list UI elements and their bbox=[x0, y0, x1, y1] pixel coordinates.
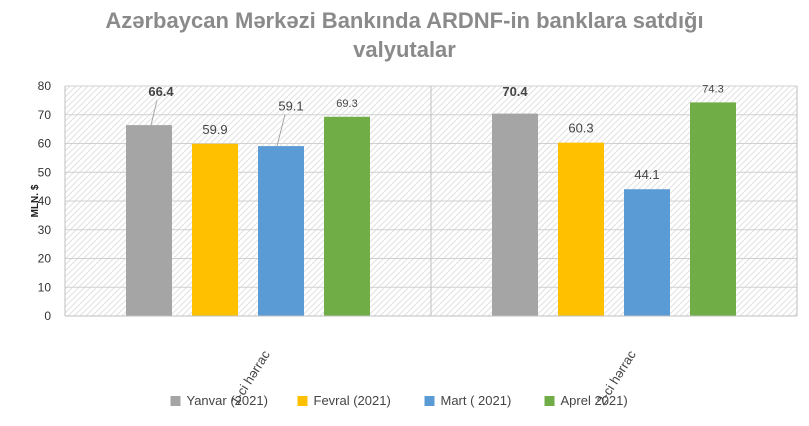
data-label-2-series-2: 60.3 bbox=[568, 121, 593, 136]
bar-2-series-2 bbox=[558, 142, 604, 316]
bar-2-series-1 bbox=[492, 113, 538, 316]
bar-1-series-1 bbox=[126, 125, 172, 316]
data-label-1-series-2: 59.9 bbox=[202, 122, 227, 137]
y-tick-label-40: 40 bbox=[38, 194, 52, 208]
y-axis-label: MLN. $ bbox=[30, 184, 41, 217]
data-label-leader-1-1 bbox=[150, 99, 158, 126]
bar-2-series-3 bbox=[624, 189, 670, 316]
y-tick-label-70: 70 bbox=[38, 108, 52, 122]
data-label-leader-1-3 bbox=[276, 114, 286, 147]
legend-swatch-4 bbox=[544, 396, 555, 406]
data-label-1-series-4: 69.3 bbox=[336, 98, 357, 110]
data-label-2-series-1: 70.4 bbox=[502, 84, 528, 99]
data-label-1-series-1: 66.4 bbox=[148, 84, 174, 99]
chart-title-line-2: valyutalar bbox=[353, 37, 456, 62]
y-tick-label-80: 80 bbox=[38, 79, 52, 93]
legend-swatch-3 bbox=[424, 396, 435, 406]
chart-title-line-1: Azərbaycan Mərkəzi Bankında ARDNF-in ban… bbox=[105, 8, 704, 33]
legend-label-1: Yanvar (2021) bbox=[187, 393, 268, 408]
data-label-2-series-3: 44.1 bbox=[634, 167, 659, 182]
chart-title: Azərbaycan Mərkəzi Bankında ARDNF-in ban… bbox=[0, 6, 809, 64]
legend-label-2: Fevral (2021) bbox=[314, 393, 391, 408]
legend-swatch-1 bbox=[170, 396, 181, 406]
data-label-1-series-3: 59.1 bbox=[278, 98, 303, 113]
bar-1-series-2 bbox=[192, 143, 238, 316]
y-tick-label-50: 50 bbox=[38, 165, 52, 179]
y-tick-label-0: 0 bbox=[44, 309, 51, 323]
y-tick-label-30: 30 bbox=[38, 223, 52, 237]
legend-label-3: Mart ( 2021) bbox=[441, 393, 512, 408]
data-label-2-series-4: 74.3 bbox=[702, 83, 723, 95]
y-tick-label-20: 20 bbox=[38, 252, 52, 266]
bar-2-series-4 bbox=[690, 102, 736, 316]
y-tick-label-10: 10 bbox=[38, 280, 52, 294]
bar-1-series-4 bbox=[324, 116, 370, 316]
legend-swatch-2 bbox=[297, 396, 308, 406]
y-tick-label-60: 60 bbox=[38, 137, 52, 151]
legend-label-4: Aprel 2021) bbox=[561, 393, 628, 408]
bar-1-series-3 bbox=[258, 146, 304, 316]
